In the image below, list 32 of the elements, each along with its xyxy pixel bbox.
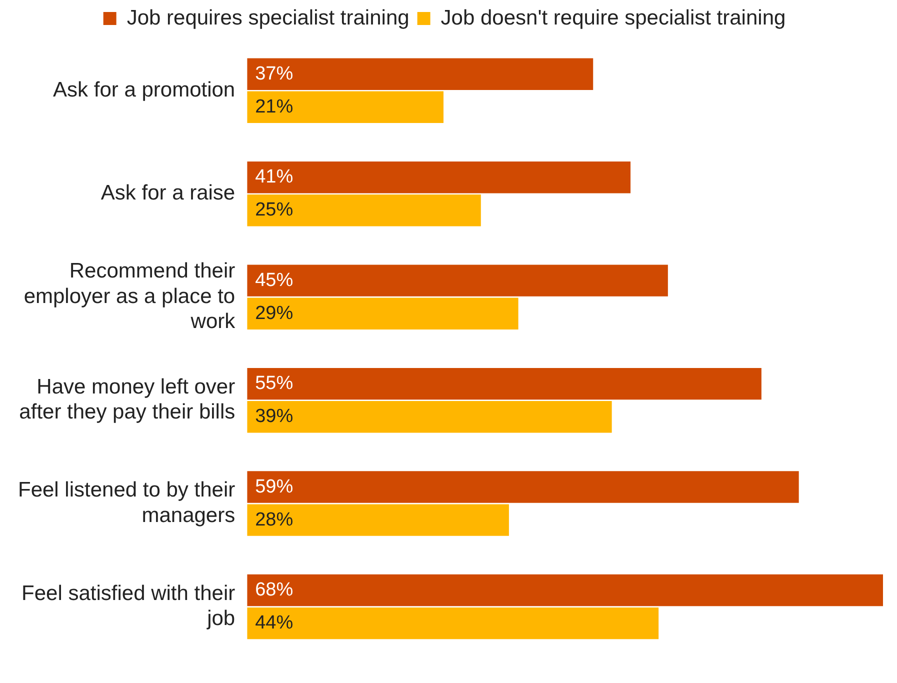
y-tick-label: Ask for a raise: [100, 182, 236, 205]
data-label: 21%: [255, 96, 294, 118]
data-label: 68%: [255, 580, 294, 600]
data-label: 44%: [255, 612, 294, 634]
data-label: 45%: [255, 270, 294, 291]
y-tick-label: Recommend their employer as a place to work: [24, 260, 236, 334]
data-label: 41%: [255, 166, 294, 188]
y-tick-label: Feel satisfied with their job: [22, 582, 236, 630]
y-tick-label: Feel listened to by their managers: [18, 478, 236, 527]
legend-label: Job requires specialist training: [126, 6, 410, 30]
bar: [247, 471, 799, 503]
bar: [247, 161, 631, 194]
bar: [247, 91, 444, 123]
bar: [247, 298, 518, 330]
data-label: 25%: [255, 200, 294, 221]
data-label: 28%: [255, 509, 294, 530]
data-label: 55%: [255, 373, 294, 394]
data-label: 39%: [255, 406, 294, 428]
legend-label: Job doesn't require specialist training: [440, 6, 786, 30]
bar: [247, 504, 509, 536]
data-label: 59%: [255, 476, 294, 498]
bar: [247, 58, 594, 90]
bar: [247, 368, 762, 400]
bar: [247, 574, 883, 606]
data-label: 37%: [255, 63, 294, 84]
bar: [247, 194, 481, 226]
data-label: 29%: [255, 302, 294, 324]
bar: [247, 400, 612, 433]
y-tick-label: Have money left over after they pay their bills: [19, 376, 236, 424]
bar: [247, 264, 668, 296]
bar: [247, 607, 659, 640]
y-tick-label: Ask for a promotion: [53, 78, 236, 102]
